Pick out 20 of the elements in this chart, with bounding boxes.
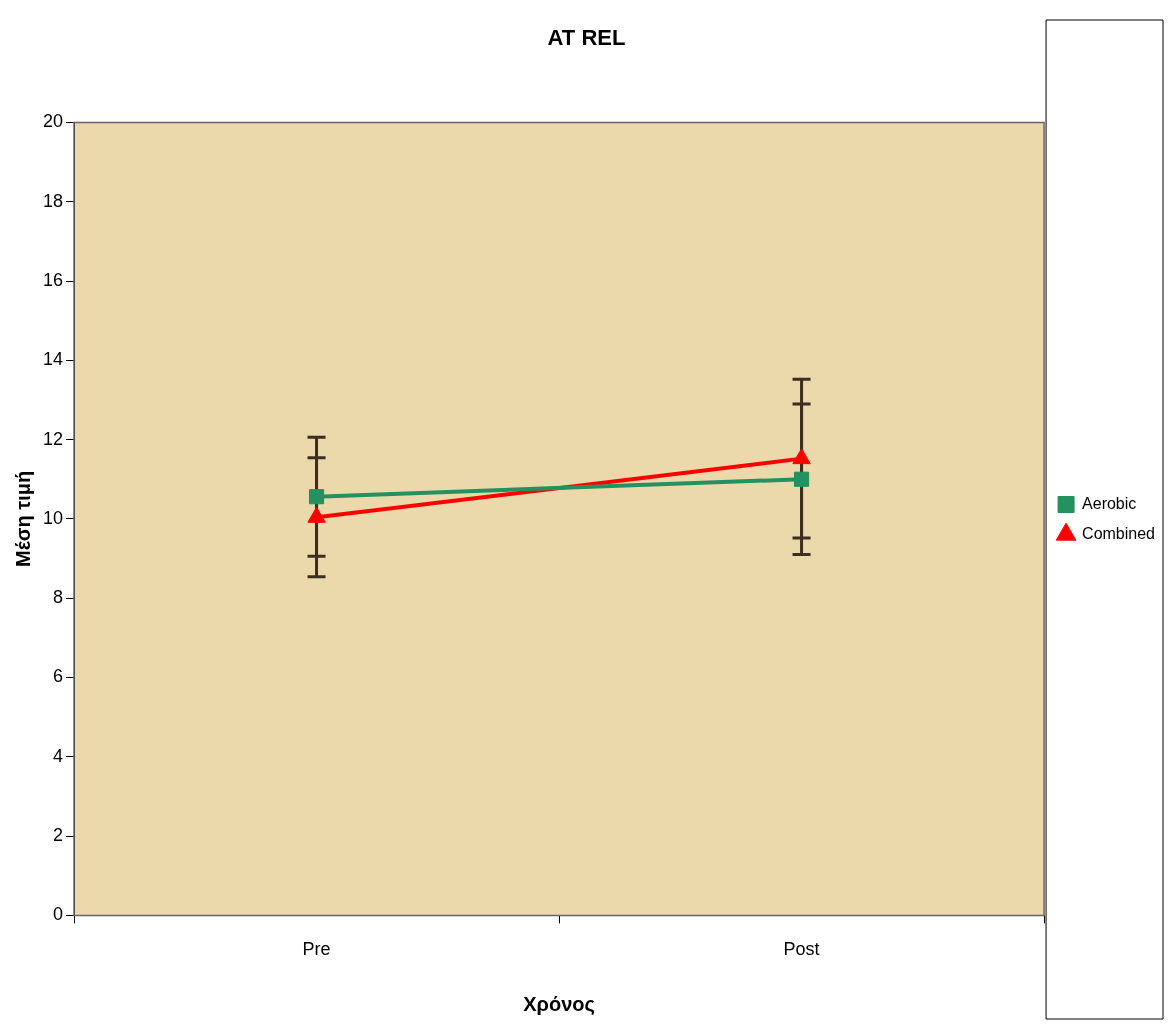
x-tick-label: Post xyxy=(783,939,820,960)
legend-label: Aerobic xyxy=(1082,494,1137,512)
point xyxy=(793,471,810,487)
y-tick-label: 18 xyxy=(42,190,64,211)
x-axis-title: Χρόνος xyxy=(523,992,595,1015)
y-axis-title: Μέση τιμή xyxy=(11,470,34,567)
y-tick-label: 0 xyxy=(53,904,64,925)
x-tick-label: Pre xyxy=(302,939,331,960)
y-tick-label: 12 xyxy=(42,428,64,449)
y-tick-label: 4 xyxy=(53,745,64,766)
point xyxy=(308,489,325,505)
y-tick-label: 8 xyxy=(53,587,64,608)
y-tick-label: 14 xyxy=(42,349,64,370)
chart-title: AT REL xyxy=(547,25,626,51)
y-tick-label: 16 xyxy=(42,269,64,290)
y-tick-label: 10 xyxy=(42,507,64,528)
y-tick-label: 2 xyxy=(53,825,64,846)
y-tick-label: 6 xyxy=(53,666,64,687)
y-tick-label: 20 xyxy=(42,111,64,132)
legend-label: Combined xyxy=(1082,524,1156,542)
